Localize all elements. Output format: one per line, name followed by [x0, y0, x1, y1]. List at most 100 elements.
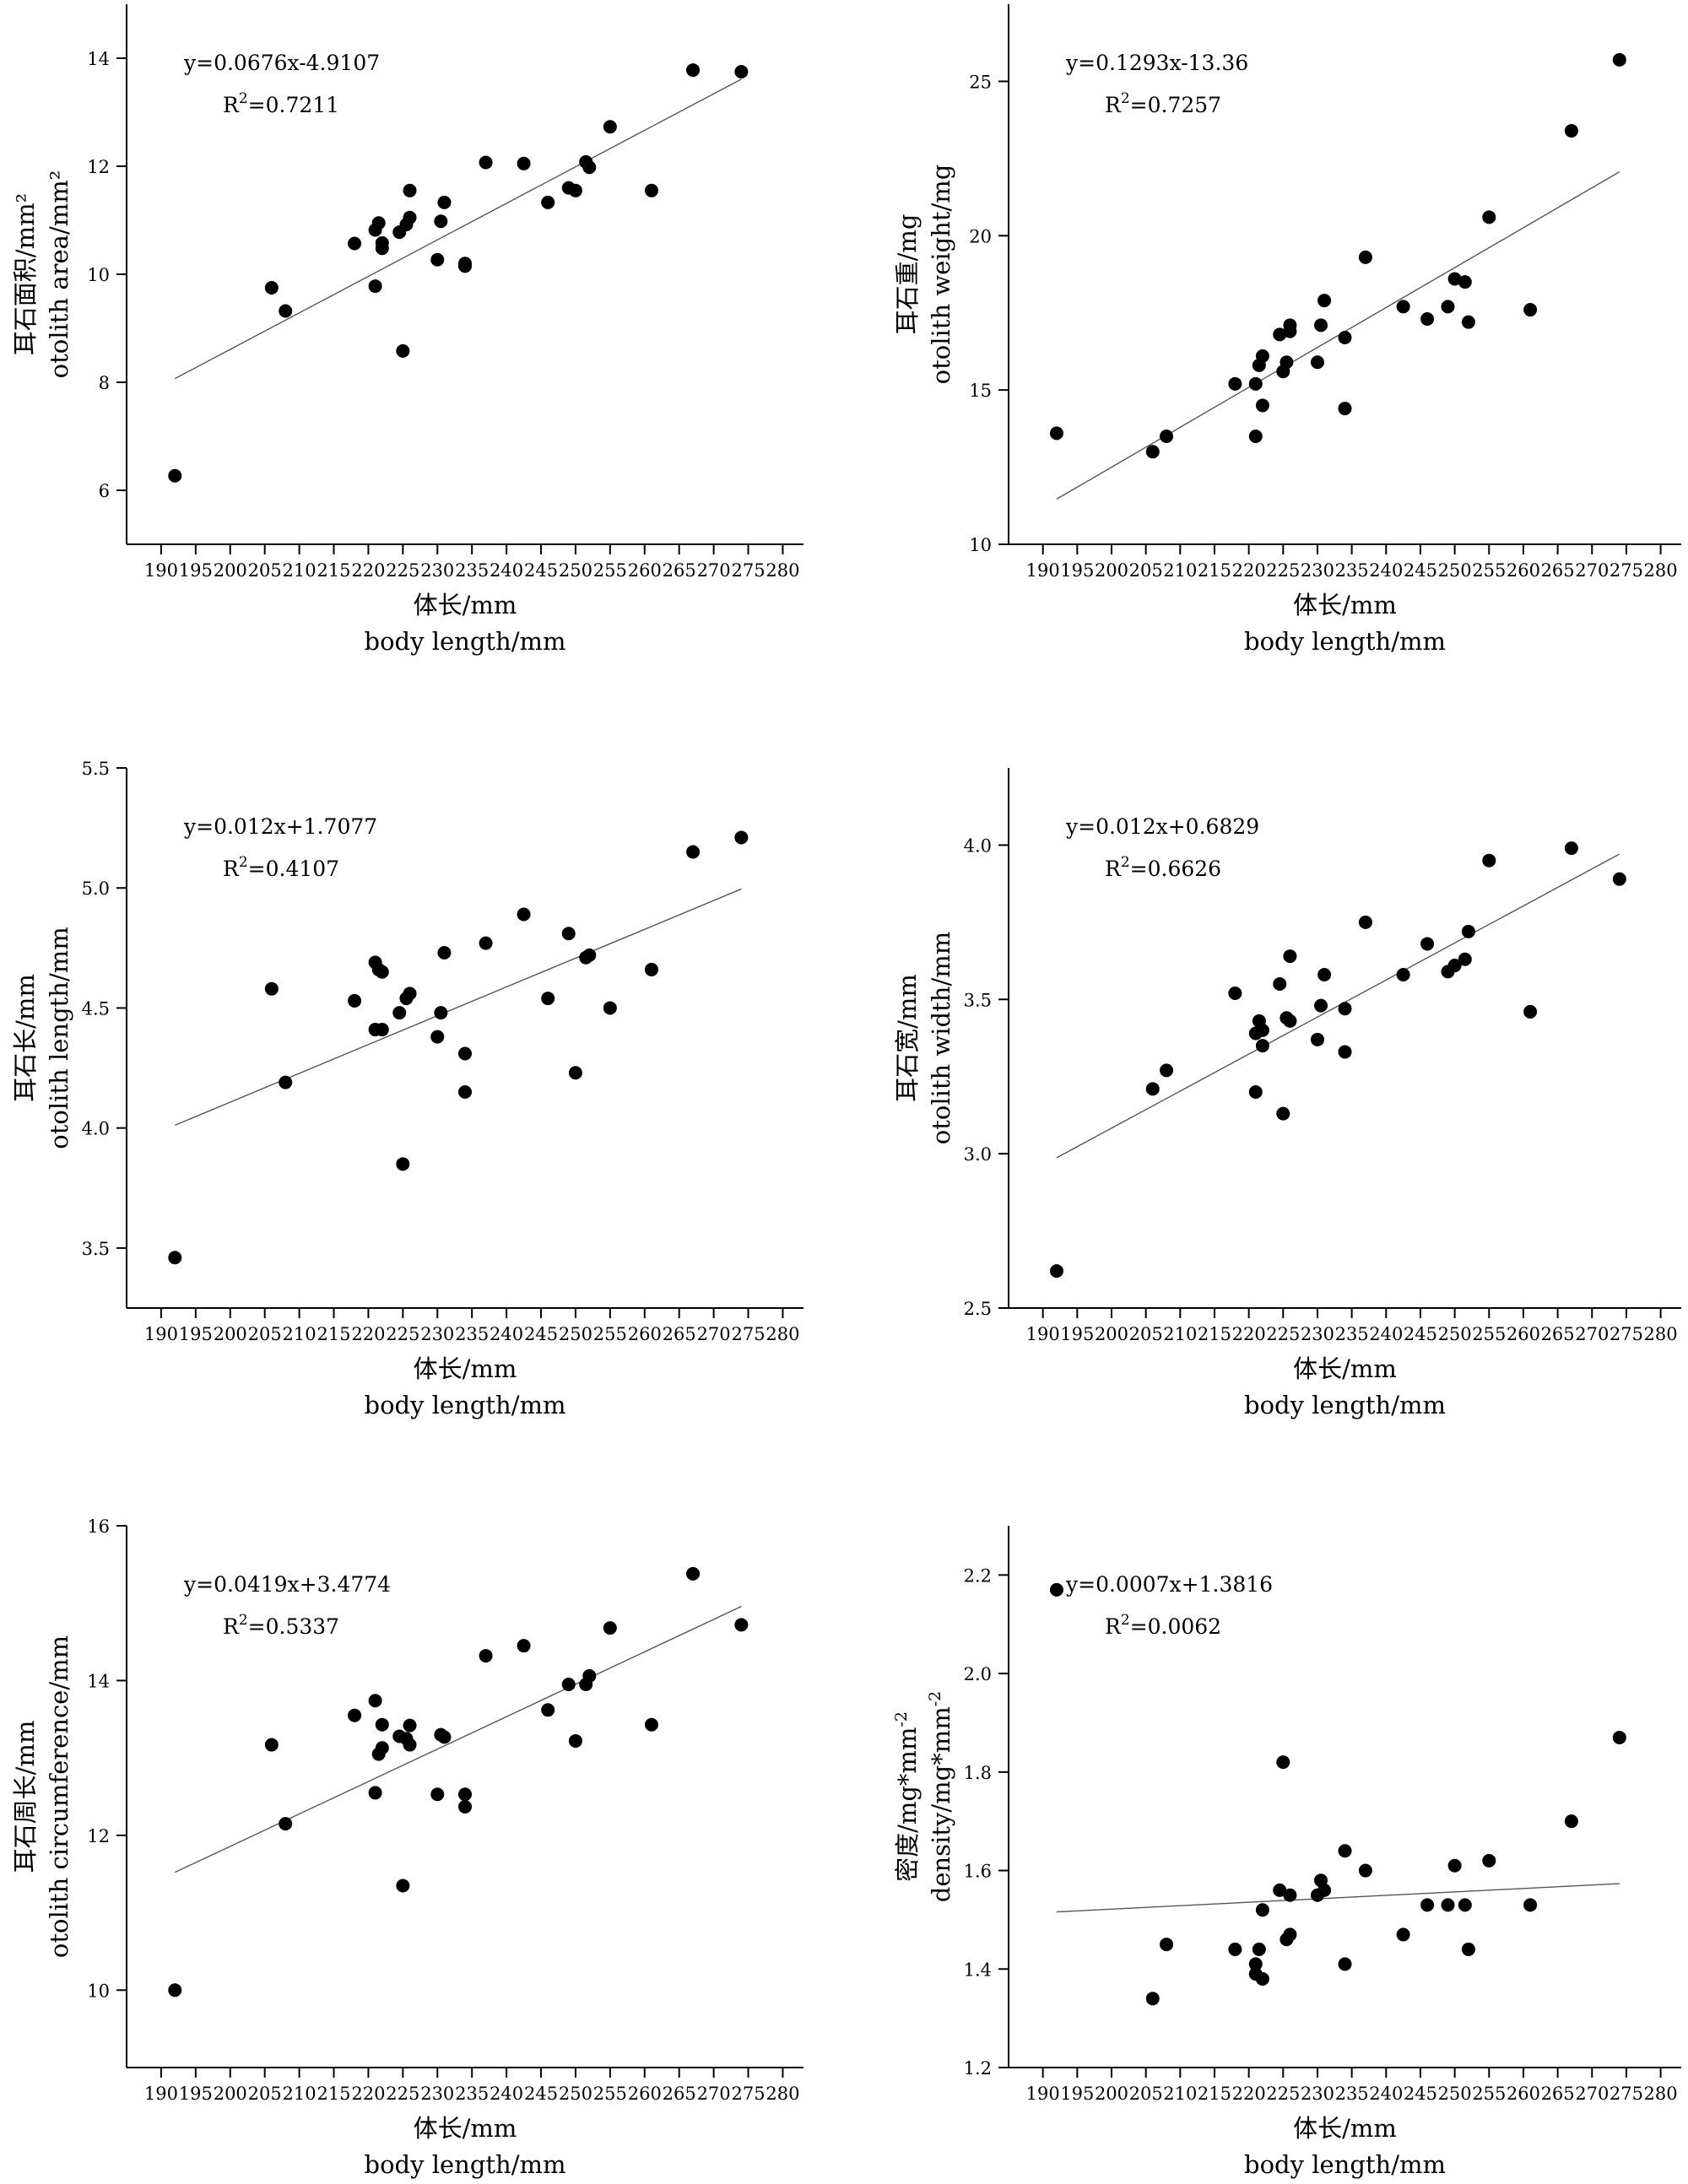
data-point: [1564, 1814, 1578, 1829]
data-point: [1283, 1014, 1297, 1028]
data-point: [1283, 949, 1297, 964]
y-axis-title-en: otolith width/mm: [927, 932, 955, 1144]
data-point: [1228, 986, 1242, 1000]
data-point: [1420, 1898, 1435, 1912]
data-point: [1228, 1942, 1242, 1956]
data-point: [434, 214, 448, 229]
x-tick-label: 225: [386, 1324, 419, 1344]
x-tick-label: 225: [1266, 560, 1300, 581]
data-point: [1482, 210, 1496, 224]
data-point: [1482, 853, 1496, 868]
data-point: [348, 236, 362, 251]
data-point: [168, 468, 182, 483]
x-tick-label: 200: [214, 1324, 247, 1344]
x-tick-label: 250: [559, 2084, 592, 2104]
data-point: [1441, 300, 1455, 314]
y-tick-label: 1.2: [964, 2058, 992, 2079]
x-tick-label: 275: [1610, 2084, 1643, 2104]
data-point: [368, 1786, 382, 1800]
data-point: [430, 1030, 445, 1044]
data-point: [1283, 1888, 1297, 1902]
x-tick-label: 195: [1060, 1324, 1094, 1344]
x-tick-label: 270: [1575, 560, 1609, 581]
data-point: [479, 155, 493, 170]
data-point: [1310, 355, 1324, 370]
data-point: [1049, 1582, 1063, 1597]
x-tick-label: 255: [1472, 560, 1506, 581]
y-axis-title-cn: 耳石重/mg: [893, 214, 922, 335]
x-tick-label: 245: [524, 560, 558, 581]
x-tick-label: 230: [420, 2084, 454, 2104]
y-tick-label: 3.0: [964, 1144, 992, 1165]
y-tick-label: 16: [87, 1516, 110, 1537]
x-tick-label: 230: [1301, 2084, 1334, 2104]
data-point: [1458, 1898, 1472, 1912]
equation-label: y=0.0419x+3.4774: [183, 1572, 391, 1597]
y-tick-label: 14: [87, 49, 110, 69]
y-tick-label: 14: [87, 1671, 110, 1691]
data-point: [1482, 1853, 1496, 1868]
r-squared-sup: 2: [239, 90, 248, 107]
x-tick-label: 240: [490, 1324, 523, 1344]
data-point: [1252, 1942, 1266, 1956]
data-point: [1612, 1730, 1626, 1744]
y-tick-label: 10: [87, 265, 110, 285]
y-tick-label: 2.0: [964, 1664, 992, 1684]
data-point: [568, 1733, 582, 1748]
x-tick-label: 205: [248, 1324, 282, 1344]
data-point: [1523, 1004, 1538, 1019]
data-point: [1338, 1002, 1352, 1016]
data-point: [1255, 1023, 1269, 1037]
data-point: [734, 65, 749, 78]
x-tick-label: 220: [351, 1324, 385, 1344]
chart-weight: 190 195 200 205 210 215 220 225 230 235 240 245 250 2…: [893, 4, 1681, 656]
data-point: [1447, 959, 1462, 973]
data-point: [375, 241, 389, 256]
y-axis-title-en-text: otolith area/mm²: [45, 170, 73, 379]
x-tick-label: 275: [1610, 560, 1643, 581]
r-squared-label: R2=0.0062: [1105, 1612, 1221, 1639]
y-axis-title-cn-text: 耳石长/mm: [11, 974, 40, 1102]
data-point: [644, 183, 658, 197]
data-point: [1317, 1883, 1332, 1897]
y-axis-title-en: otolith weight/mg: [927, 165, 955, 385]
x-tick-label: 235: [455, 1324, 489, 1344]
data-point: [1358, 1863, 1372, 1878]
y-tick-label: 4.0: [964, 835, 992, 856]
y-axis-title-en: otolith length/mm: [45, 927, 73, 1149]
y-axis-title-cn-text: 耳石面积/mm²: [11, 193, 40, 355]
x-tick-label: 190: [1026, 560, 1060, 581]
x-tick-label: 225: [1266, 2084, 1300, 2104]
x-axis-title-en: body length/mm: [1244, 1391, 1446, 1419]
x-tick-label: 280: [766, 560, 799, 581]
data-point: [1338, 1844, 1352, 1858]
y-tick-label: 12: [87, 1826, 110, 1846]
data-point: [644, 1717, 658, 1732]
y-axis-title-en-text: otolith width/mm: [927, 932, 955, 1144]
data-point: [458, 1046, 472, 1061]
x-tick-label: 235: [1335, 2084, 1369, 2104]
x-axis-title-en: body length/mm: [1244, 2150, 1446, 2179]
data-point: [403, 987, 417, 1001]
y-axis-title-cn: 密度/mg*mm-2: [892, 1711, 922, 1882]
x-tick-label: 265: [1541, 2084, 1575, 2104]
x-axis-title-en: body length/mm: [365, 2150, 566, 2179]
r-squared-value: =0.7211: [248, 93, 339, 117]
x-tick-label: 210: [1163, 560, 1197, 581]
y-axis-title-cn-text: 耳石重/mg: [893, 214, 922, 335]
data-point: [403, 1718, 417, 1733]
data-point: [371, 216, 386, 230]
x-tick-label: 230: [420, 1324, 454, 1344]
y-tick-label: 1.4: [964, 1960, 992, 1980]
data-point: [603, 1621, 617, 1635]
x-tick-label: 220: [1232, 2084, 1266, 2104]
data-point: [1441, 1898, 1455, 1912]
x-tick-label: 235: [1335, 560, 1369, 581]
data-point: [1273, 977, 1287, 991]
data-point: [1248, 376, 1263, 391]
x-tick-label: 235: [455, 560, 489, 581]
x-tick-label: 245: [524, 2084, 558, 2104]
x-tick-label: 210: [283, 1324, 316, 1344]
x-tick-label: 205: [248, 560, 282, 581]
x-tick-label: 240: [1369, 560, 1403, 581]
